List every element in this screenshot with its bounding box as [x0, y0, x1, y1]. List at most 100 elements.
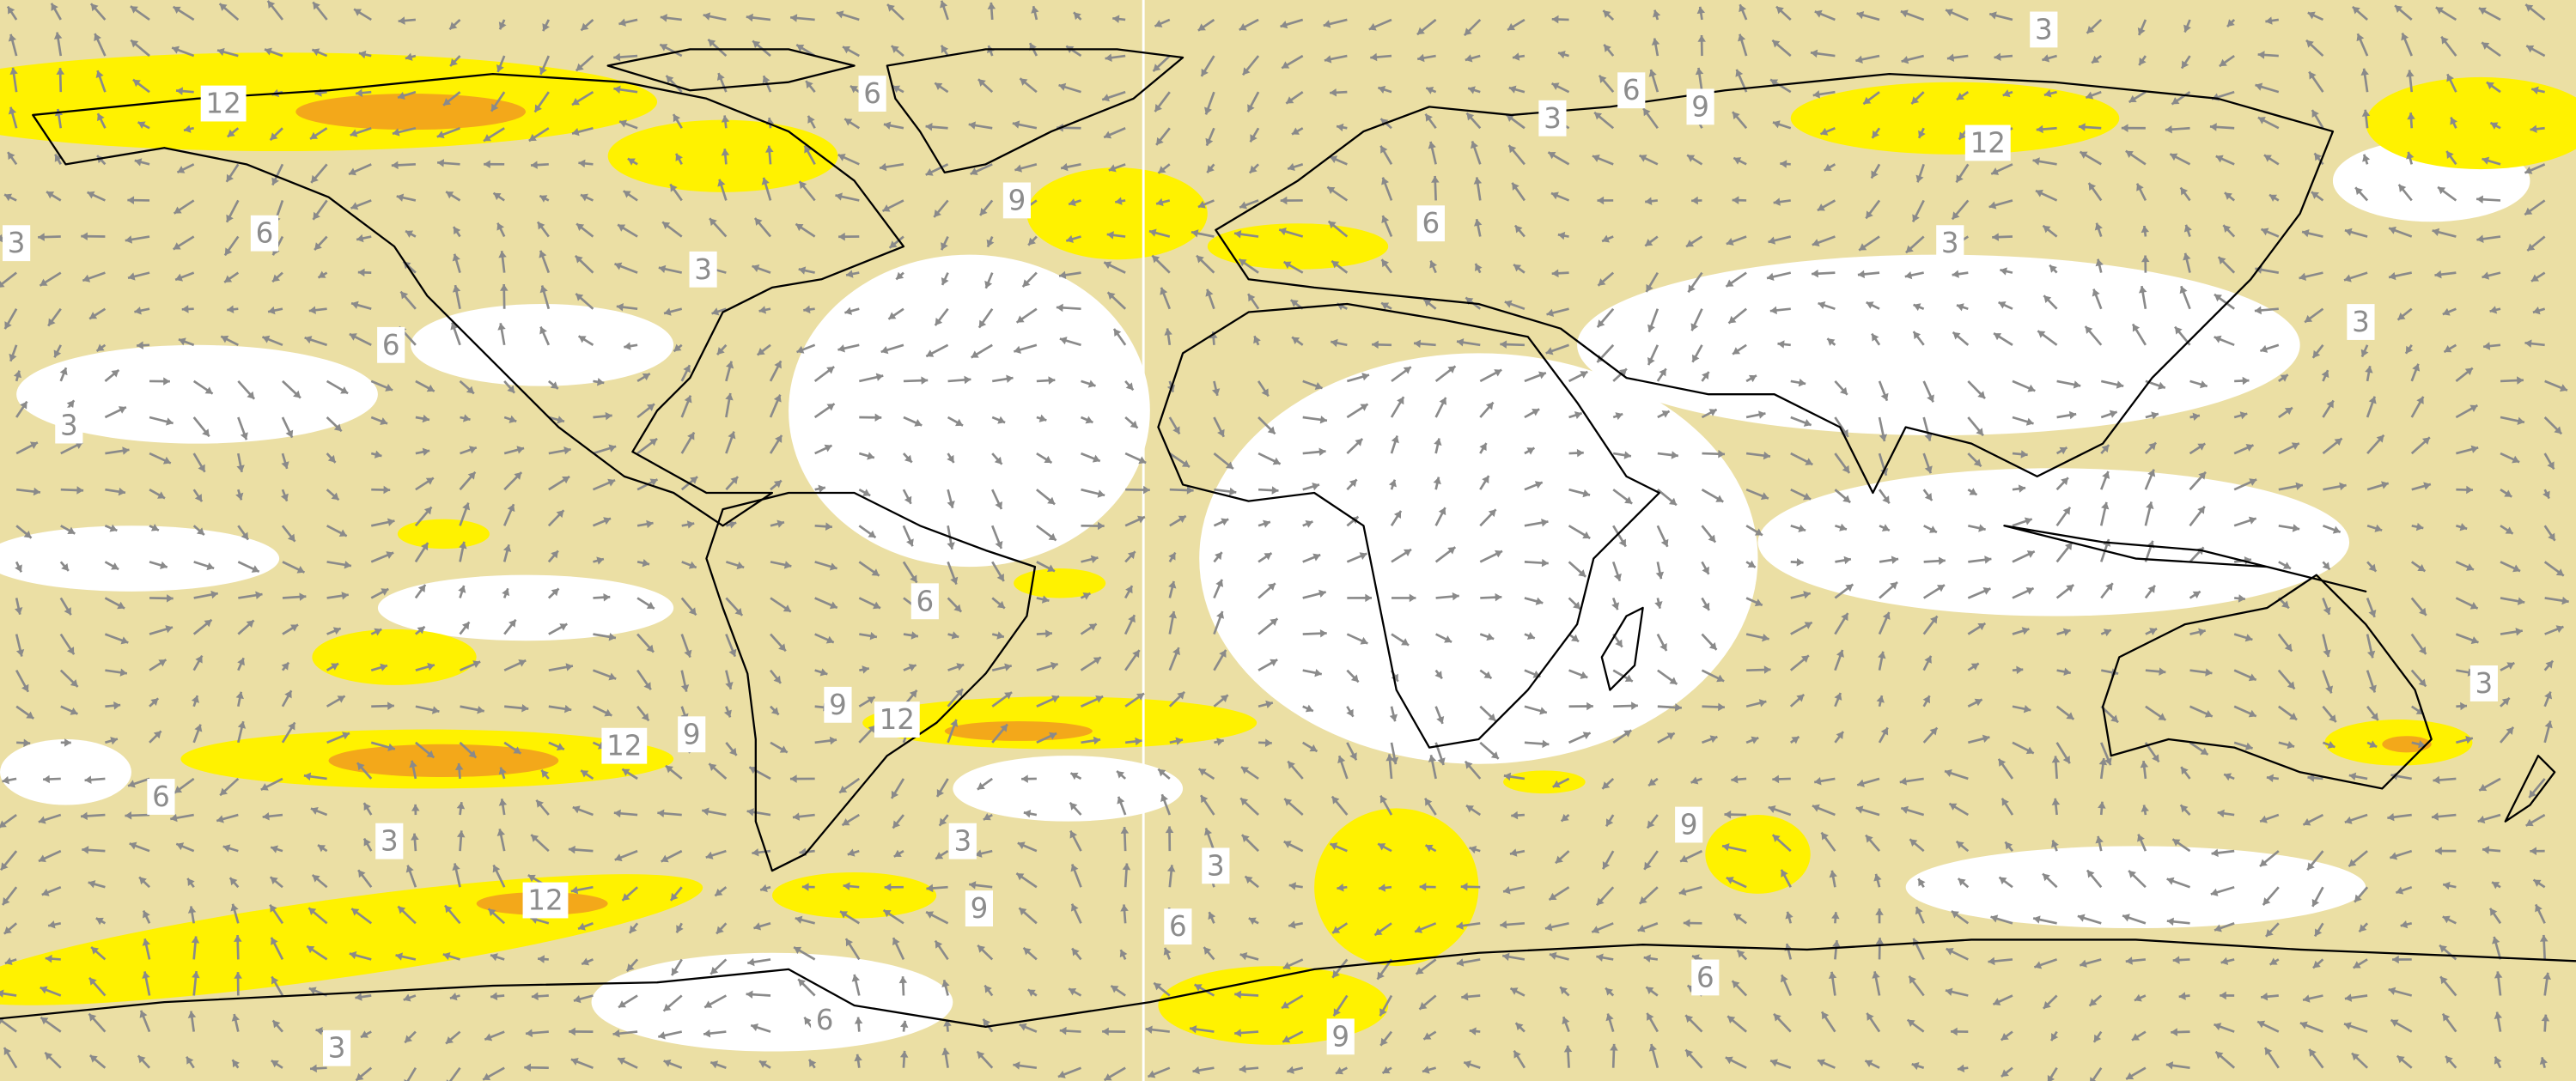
- arrow-head: [709, 763, 717, 772]
- arrow-head: [1104, 261, 1112, 270]
- arrow-head: [1433, 477, 1441, 485]
- arrow-head: [1580, 671, 1588, 679]
- arrow-head: [1444, 635, 1452, 643]
- arrow-head: [2432, 228, 2440, 236]
- arrow-head: [1197, 23, 1206, 31]
- arrow-head: [1880, 727, 1889, 736]
- arrow-head: [2172, 839, 2181, 847]
- arrow-head: [1482, 476, 1489, 484]
- arrow-head: [987, 2, 996, 9]
- arrow-shaft: [406, 1067, 417, 1081]
- arrow-head: [2466, 485, 2473, 495]
- arrow-head: [2092, 288, 2100, 297]
- arrow-head: [2442, 915, 2451, 924]
- arrow-head: [160, 561, 167, 569]
- label-box: [1675, 806, 1703, 843]
- arrow-head: [867, 696, 875, 704]
- arrow-head: [1154, 982, 1162, 991]
- arrow-head: [854, 1017, 863, 1024]
- arrow-head: [1586, 701, 1593, 711]
- arrow-head: [1680, 854, 1689, 863]
- arrow-head: [1381, 216, 1390, 224]
- arrow-head: [658, 1031, 666, 1040]
- arrow-head: [2109, 410, 2117, 418]
- arrow-head: [351, 908, 360, 916]
- arrow-head: [1401, 638, 1410, 646]
- arrow-head: [70, 679, 78, 687]
- arrow-head: [1319, 416, 1327, 424]
- arrow-head: [716, 347, 725, 355]
- arrow-head: [1791, 737, 1800, 744]
- arrow-head: [67, 526, 76, 535]
- arrow-head: [775, 434, 783, 443]
- arrow-head: [2416, 396, 2424, 404]
- arrow-head: [1812, 804, 1820, 812]
- arrow-head: [703, 12, 711, 21]
- arrow-head: [2477, 815, 2486, 824]
- arrow-head: [1069, 198, 1076, 207]
- arrow-head: [2434, 270, 2442, 279]
- arrow-head: [1158, 768, 1166, 777]
- arrow-head: [2016, 665, 2024, 675]
- arrow-head: [1992, 233, 2000, 241]
- arrow-head: [622, 893, 630, 901]
- arrow-head: [2132, 324, 2141, 332]
- arrow-head: [290, 624, 299, 632]
- arrow-head: [403, 993, 411, 1002]
- arrow-head: [1866, 835, 1873, 843]
- arrow-head: [1438, 507, 1446, 516]
- arrow-head: [2419, 607, 2427, 616]
- arrow-head: [13, 370, 22, 379]
- arrow-head: [2432, 812, 2439, 821]
- arrow-head: [216, 815, 224, 823]
- arrow-head: [1549, 951, 1557, 961]
- arrow-head: [2332, 525, 2341, 534]
- arrow-head: [1495, 592, 1502, 602]
- arrow-head: [2400, 920, 2409, 929]
- arrow-head: [1804, 622, 1812, 629]
- arrow-head: [1611, 602, 1620, 610]
- arrow-head: [1592, 154, 1600, 162]
- arrow-head: [262, 811, 270, 821]
- arrow-head: [1330, 88, 1337, 97]
- arrow-shaft: [448, 1066, 461, 1081]
- arrow-head: [704, 1000, 713, 1008]
- arrow-head: [51, 3, 58, 11]
- arrow-head: [862, 665, 869, 674]
- arrow-head: [618, 224, 626, 232]
- arrow-head: [1624, 674, 1633, 682]
- arrow-head: [1020, 78, 1028, 86]
- arrow-head: [45, 1052, 53, 1060]
- arrow-head: [910, 631, 918, 640]
- arrow-head: [2441, 36, 2449, 45]
- arrow-head: [1097, 489, 1105, 498]
- label-box: [2469, 665, 2498, 701]
- arrow-head: [1668, 497, 1677, 506]
- arrow-head: [2423, 482, 2431, 490]
- arrow-head: [2220, 957, 2229, 966]
- arrow-head: [622, 768, 630, 776]
- arrow-head: [2512, 564, 2521, 573]
- arrow-head: [2026, 550, 2035, 558]
- arrow-head: [1763, 665, 1771, 674]
- arrow-head: [676, 925, 684, 933]
- arrow-head: [1385, 754, 1394, 762]
- arrow-head: [2266, 774, 2274, 783]
- label-box: [3, 225, 31, 262]
- arrow-head: [2020, 450, 2028, 459]
- arrow-head: [2268, 194, 2278, 202]
- arrow-head: [163, 377, 170, 386]
- arrow-head: [2179, 286, 2188, 295]
- arrow-head: [2165, 124, 2172, 134]
- arrow-head: [1726, 877, 1734, 884]
- arrow-head: [75, 441, 83, 449]
- arrow-head: [673, 343, 682, 352]
- arrow-head: [926, 911, 935, 919]
- arrow-head: [1988, 957, 1995, 966]
- arrow-head: [2093, 1034, 2102, 1042]
- arctic-islands: [606, 48, 856, 92]
- arrow-head: [349, 167, 356, 176]
- arrow-head: [537, 222, 545, 230]
- arrow-head: [2223, 225, 2232, 233]
- south-america: [705, 491, 1037, 872]
